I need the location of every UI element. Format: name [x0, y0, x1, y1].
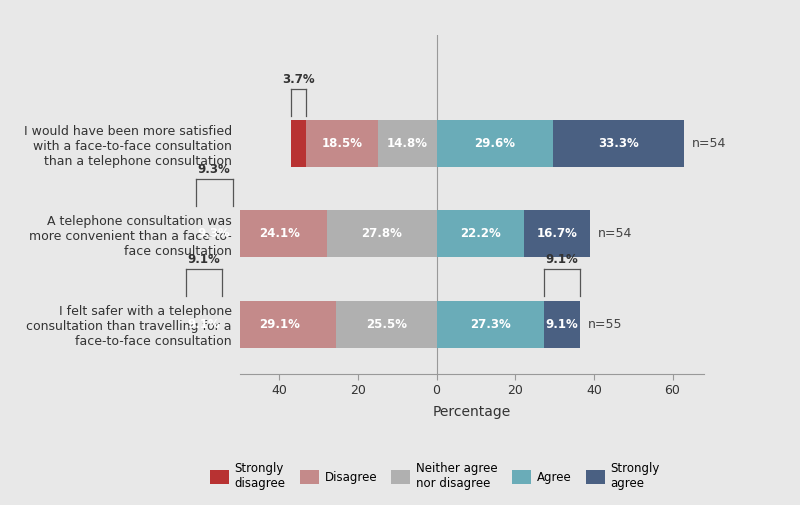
- Text: 18.5%: 18.5%: [322, 137, 362, 150]
- Bar: [437, 120, 553, 167]
- Text: 25.5%: 25.5%: [366, 318, 407, 331]
- Text: 24.1%: 24.1%: [259, 227, 300, 240]
- Text: 16.7%: 16.7%: [536, 227, 577, 240]
- Text: 22.2%: 22.2%: [460, 227, 501, 240]
- Text: 33.3%: 33.3%: [598, 137, 639, 150]
- Bar: [378, 120, 437, 167]
- Text: 9.3%: 9.3%: [198, 227, 230, 240]
- Bar: [553, 120, 684, 167]
- Text: 9.1%: 9.1%: [546, 254, 578, 266]
- Bar: [186, 300, 222, 347]
- Text: n=54: n=54: [598, 227, 632, 240]
- Bar: [291, 120, 306, 167]
- Bar: [544, 300, 580, 347]
- Text: 27.3%: 27.3%: [470, 318, 510, 331]
- Text: 3.7%: 3.7%: [282, 73, 314, 86]
- Bar: [437, 300, 544, 347]
- Text: 14.8%: 14.8%: [387, 137, 428, 150]
- Text: n=55: n=55: [588, 318, 622, 331]
- Bar: [437, 211, 524, 258]
- Text: 9.1%: 9.1%: [188, 318, 220, 331]
- Bar: [306, 120, 378, 167]
- Text: 27.8%: 27.8%: [362, 227, 402, 240]
- Text: 9.1%: 9.1%: [188, 254, 220, 266]
- Text: 9.3%: 9.3%: [198, 163, 230, 176]
- Bar: [524, 211, 590, 258]
- X-axis label: Percentage: Percentage: [433, 406, 511, 420]
- Bar: [233, 211, 327, 258]
- Text: n=54: n=54: [692, 137, 726, 150]
- Text: 29.6%: 29.6%: [474, 137, 515, 150]
- Text: 29.1%: 29.1%: [258, 318, 299, 331]
- Legend: Strongly
disagree, Disagree, Neither agree
nor disagree, Agree, Strongly
agree: Strongly disagree, Disagree, Neither agr…: [205, 458, 665, 495]
- Bar: [222, 300, 336, 347]
- Bar: [196, 211, 233, 258]
- Bar: [336, 300, 437, 347]
- Text: 9.1%: 9.1%: [546, 318, 578, 331]
- Bar: [327, 211, 437, 258]
